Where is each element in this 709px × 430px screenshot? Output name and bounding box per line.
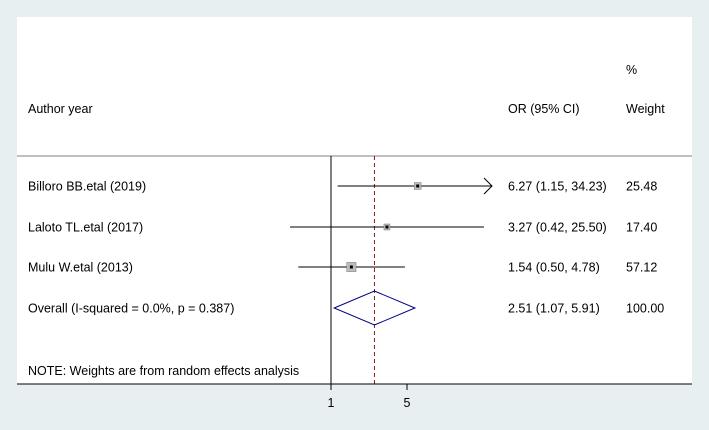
- study-label: Billoro BB.etal (2019): [28, 180, 146, 194]
- note-text: NOTE: Weights are from random effects an…: [28, 364, 299, 378]
- header-author-year: Author year: [28, 102, 93, 116]
- ci-arrow-right: [483, 177, 493, 195]
- header-weight-percent: %: [626, 63, 637, 77]
- overall-label: Overall (I-squared = 0.0%, p = 0.387): [28, 302, 234, 316]
- study-weight-text: 25.48: [626, 180, 657, 194]
- study-point: [416, 184, 420, 188]
- study-point: [349, 265, 353, 269]
- header-weight: Weight: [626, 102, 665, 116]
- study-label: Laloto TL.etal (2017): [28, 221, 143, 235]
- x-tick-label: 5: [404, 396, 411, 410]
- x-tick-label: 1: [328, 396, 335, 410]
- overall-ci-text: 2.51 (1.07, 5.91): [508, 302, 600, 316]
- study-ci-text: 3.27 (0.42, 25.50): [508, 221, 607, 235]
- header-or-ci: OR (95% CI): [508, 102, 580, 116]
- study-ci-text: 1.54 (0.50, 4.78): [508, 261, 600, 275]
- study-point: [385, 225, 389, 229]
- study-weight-text: 57.12: [626, 261, 657, 275]
- plot-panel: [17, 17, 692, 384]
- overall-weight-text: 100.00: [626, 302, 664, 316]
- study-label: Mulu W.etal (2013): [28, 261, 133, 275]
- overall-diamond: [332, 290, 417, 326]
- study-weight-text: 17.40: [626, 221, 657, 235]
- study-ci-text: 6.27 (1.15, 34.23): [508, 180, 607, 194]
